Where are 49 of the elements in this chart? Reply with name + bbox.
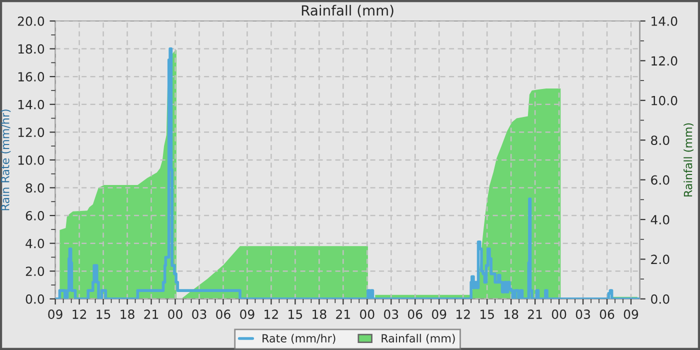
y-tick-label: 14.0 xyxy=(18,100,44,110)
x-tick-label: 21 xyxy=(528,310,542,319)
chart-title: Rainfall (mm) xyxy=(302,4,394,18)
y-axis-title: Rain Rate (mm/hr) xyxy=(0,110,11,210)
y-tick-label: 6.0 xyxy=(26,211,44,220)
x-tick-label: 03 xyxy=(192,310,206,319)
y-tick-label: 8.0 xyxy=(26,183,44,193)
y2-tick-label: 12.0 xyxy=(652,56,678,66)
x-tick-label: 15 xyxy=(96,310,110,319)
y2-tick-label: 10.0 xyxy=(652,96,678,106)
y2-tick-label: 8.0 xyxy=(651,136,670,146)
x-tick-label: 12 xyxy=(456,310,470,319)
legend-label: Rainfall (mm) xyxy=(382,334,455,344)
y2-axis-title: Rainfall (mm) xyxy=(684,123,694,196)
y2-tick-label: 4.0 xyxy=(650,214,670,224)
y2-tick-label: 0.0 xyxy=(651,294,670,304)
y-tick-label: 12.0 xyxy=(18,128,44,138)
y-tick-label: 2.0 xyxy=(26,266,44,276)
y-tick-label: 20.0 xyxy=(18,16,44,26)
x-tick-label: 00 xyxy=(168,310,182,319)
x-tick-label: 18 xyxy=(120,310,134,319)
x-tick-label: 03 xyxy=(576,310,590,319)
y2-tick-label: 14.0 xyxy=(652,16,678,26)
x-tick-label: 21 xyxy=(336,310,350,319)
y-tick-label: 16.0 xyxy=(18,72,44,82)
x-tick-label: 09 xyxy=(624,310,638,319)
x-tick-label: 06 xyxy=(216,310,230,319)
x-tick-label: 12 xyxy=(264,310,278,319)
x-tick-label: 15 xyxy=(480,310,494,319)
x-tick-label: 18 xyxy=(504,310,518,319)
y-tick-label: 10.0 xyxy=(18,155,44,165)
y2-tick-label: 2.0 xyxy=(651,254,670,264)
y2-tick-label: 6.0 xyxy=(651,175,670,185)
x-tick-label: 21 xyxy=(144,310,158,319)
x-tick-label: 06 xyxy=(600,310,614,319)
x-tick-label: 03 xyxy=(384,310,398,319)
y-tick-label: 4.0 xyxy=(26,238,44,248)
y-tick-label: 0.0 xyxy=(26,294,44,304)
x-tick-label: 09 xyxy=(240,310,254,319)
x-tick-label: 06 xyxy=(408,310,422,319)
x-tick-label: 09 xyxy=(48,310,62,319)
x-tick-label: 09 xyxy=(432,310,446,319)
legend-label: Rate (mm/hr) xyxy=(262,334,336,344)
y-tick-label: 18.0 xyxy=(18,44,44,54)
x-tick-label: 18 xyxy=(312,310,326,319)
x-tick-label: 00 xyxy=(360,310,374,319)
x-tick-label: 12 xyxy=(72,310,86,319)
x-tick-label: 15 xyxy=(288,310,302,319)
x-tick-label: 00 xyxy=(552,310,566,319)
